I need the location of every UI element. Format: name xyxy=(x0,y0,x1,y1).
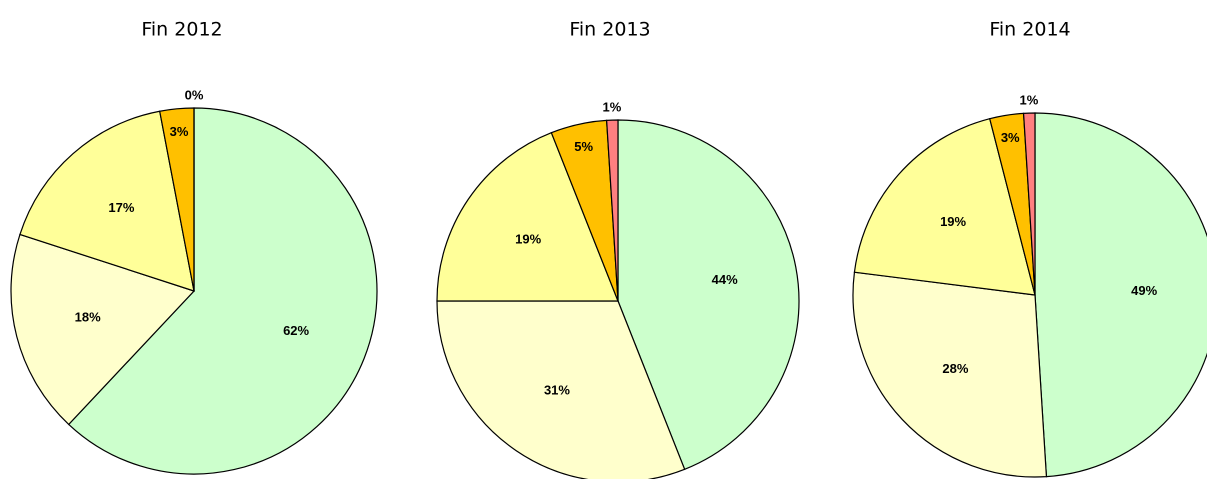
chart-title: Fin 2012 xyxy=(141,19,222,41)
data-label: 62% xyxy=(283,323,309,338)
pie-slice xyxy=(10,233,196,426)
data-label: 5% xyxy=(574,139,593,154)
data-label: 28% xyxy=(942,361,968,376)
pie-slice xyxy=(67,107,378,475)
pie-slice xyxy=(436,300,686,479)
pie-slice xyxy=(853,117,1036,296)
pie-slice xyxy=(1022,112,1036,296)
pie-slice xyxy=(19,110,195,292)
pie-slice xyxy=(852,271,1048,478)
data-label: 44% xyxy=(712,272,738,287)
data-label: 1% xyxy=(1020,93,1039,108)
pie-slice xyxy=(436,131,619,302)
data-label: 3% xyxy=(1001,130,1020,145)
chart-title: Fin 2013 xyxy=(569,19,650,41)
data-label: 19% xyxy=(515,231,541,246)
data-label: 31% xyxy=(544,382,570,397)
pie-slice xyxy=(617,119,800,471)
data-label: 49% xyxy=(1131,283,1157,298)
data-label: 17% xyxy=(108,200,134,215)
pie-slice xyxy=(1034,112,1207,478)
data-label: 1% xyxy=(603,100,622,115)
data-label: 3% xyxy=(170,124,189,139)
data-label: 18% xyxy=(75,310,101,325)
pie-slice xyxy=(605,119,619,302)
data-label: 0% xyxy=(185,87,204,102)
data-label: 19% xyxy=(940,214,966,229)
chart-title: Fin 2014 xyxy=(989,19,1070,41)
